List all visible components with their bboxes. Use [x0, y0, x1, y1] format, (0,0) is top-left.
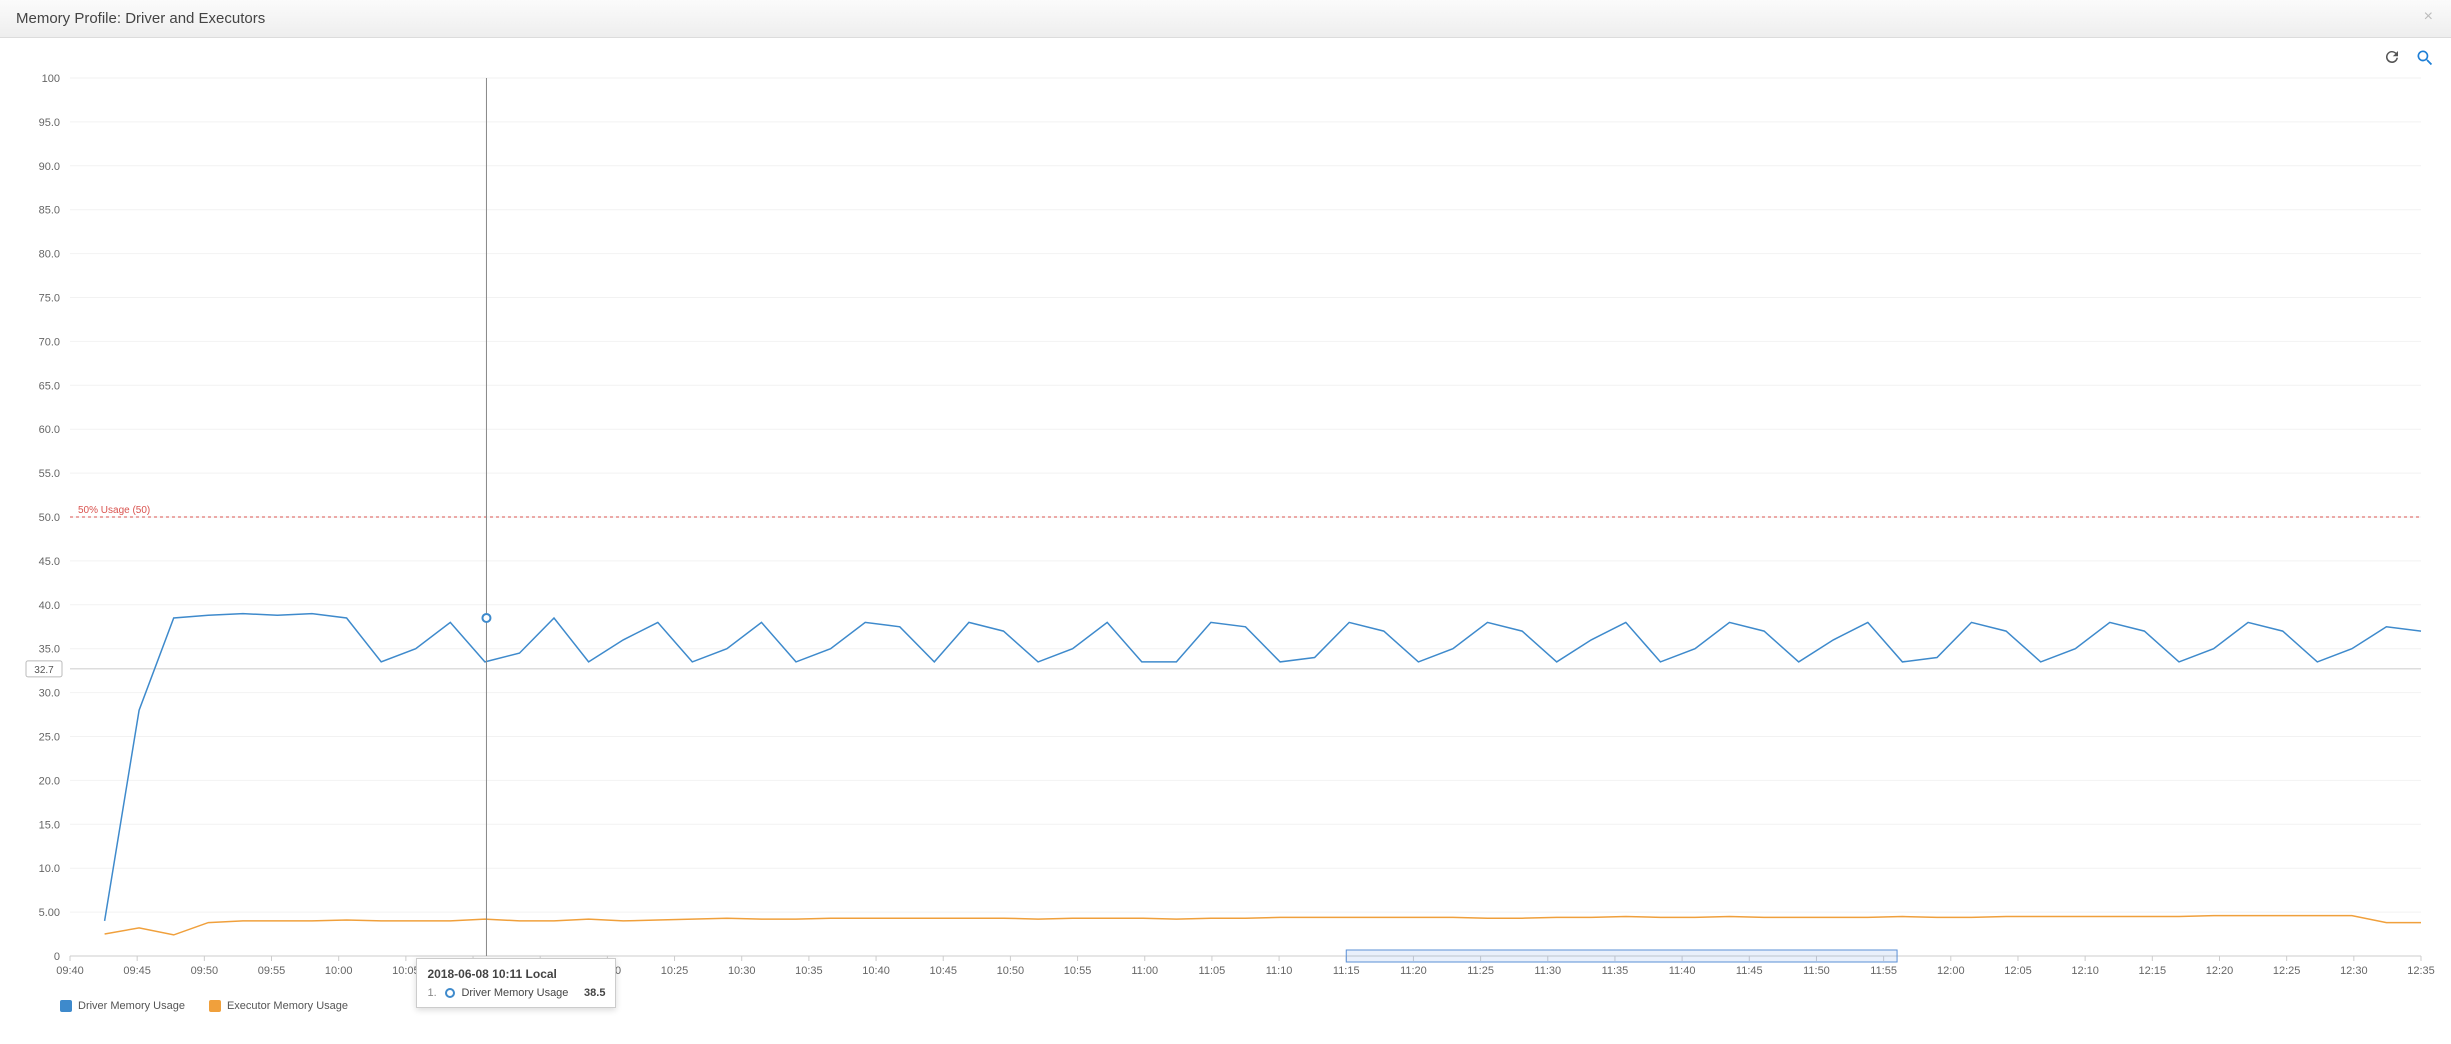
svg-text:11:35: 11:35 [1602, 965, 1629, 977]
svg-text:11:05: 11:05 [1199, 965, 1226, 977]
legend-label: Executor Memory Usage [227, 1000, 348, 1012]
tooltip-index: 1. [427, 987, 439, 999]
svg-text:11:45: 11:45 [1736, 965, 1763, 977]
svg-text:15.0: 15.0 [39, 819, 60, 831]
svg-text:10:25: 10:25 [661, 965, 689, 977]
legend-item[interactable]: Executor Memory Usage [209, 1000, 348, 1012]
svg-text:09:50: 09:50 [191, 965, 219, 977]
svg-text:10:35: 10:35 [795, 965, 823, 977]
svg-text:40.0: 40.0 [39, 600, 60, 612]
svg-text:100: 100 [42, 73, 60, 85]
svg-text:12:25: 12:25 [2273, 965, 2301, 977]
svg-text:12:35: 12:35 [2407, 965, 2435, 977]
svg-text:11:30: 11:30 [1534, 965, 1561, 977]
svg-text:45.0: 45.0 [39, 556, 60, 568]
svg-text:50.0: 50.0 [39, 512, 60, 524]
svg-text:11:00: 11:00 [1131, 965, 1158, 977]
svg-text:90.0: 90.0 [39, 161, 60, 173]
tooltip-value: 38.5 [584, 987, 605, 999]
legend-label: Driver Memory Usage [78, 1000, 185, 1012]
svg-text:75.0: 75.0 [39, 293, 60, 305]
tooltip-swatch [445, 988, 455, 998]
chart-container: 0 5.00 10.0 15.0 20.0 25.0 30.0 35.0 40.0 45.0 50.… [0, 38, 2451, 996]
svg-text:85.0: 85.0 [39, 205, 60, 217]
zoom-icon[interactable] [2415, 48, 2433, 66]
svg-text:65.0: 65.0 [39, 380, 60, 392]
svg-text:10:40: 10:40 [862, 965, 890, 977]
panel-title: Memory Profile: Driver and Executors [16, 10, 265, 27]
panel-header: Memory Profile: Driver and Executors × [0, 0, 2451, 38]
svg-text:12:20: 12:20 [2206, 965, 2234, 977]
svg-text:10:55: 10:55 [1064, 965, 1092, 977]
svg-text:10:50: 10:50 [997, 965, 1025, 977]
svg-text:25.0: 25.0 [39, 732, 60, 744]
close-icon[interactable]: × [2424, 8, 2433, 26]
svg-text:11:15: 11:15 [1333, 965, 1360, 977]
svg-text:09:55: 09:55 [258, 965, 286, 977]
tooltip-series-label: Driver Memory Usage [461, 987, 568, 999]
svg-text:10.0: 10.0 [39, 863, 60, 875]
svg-text:20.0: 20.0 [39, 775, 60, 787]
svg-text:12:00: 12:00 [1937, 965, 1965, 977]
svg-text:5.00: 5.00 [39, 907, 60, 919]
chart-toolbar [2383, 48, 2433, 66]
svg-text:12:05: 12:05 [2004, 965, 2032, 977]
tooltip-title: 2018-06-08 10:11 Local [427, 967, 605, 981]
legend-swatch [209, 1000, 221, 1012]
svg-text:11:50: 11:50 [1803, 965, 1830, 977]
svg-text:12:30: 12:30 [2340, 965, 2368, 977]
svg-text:30.0: 30.0 [39, 688, 60, 700]
svg-text:12:10: 12:10 [2071, 965, 2099, 977]
svg-text:60.0: 60.0 [39, 424, 60, 436]
svg-text:12:15: 12:15 [2139, 965, 2167, 977]
svg-text:11:20: 11:20 [1400, 965, 1427, 977]
legend-swatch [60, 1000, 72, 1012]
svg-text:55.0: 55.0 [39, 468, 60, 480]
svg-text:10:30: 10:30 [728, 965, 756, 977]
legend-item[interactable]: Driver Memory Usage [60, 1000, 185, 1012]
svg-text:10:45: 10:45 [929, 965, 957, 977]
chart-tooltip: 2018-06-08 10:11 Local 1. Driver Memory U… [416, 958, 616, 1008]
svg-text:11:55: 11:55 [1870, 965, 1897, 977]
svg-text:11:25: 11:25 [1467, 965, 1494, 977]
svg-text:32.7: 32.7 [34, 665, 54, 676]
chart-legend: Driver Memory Usage Executor Memory Usage [0, 996, 2451, 1012]
tooltip-row: 1. Driver Memory Usage 38.5 [427, 987, 605, 999]
svg-text:80.0: 80.0 [39, 249, 60, 261]
svg-text:0: 0 [54, 951, 60, 963]
svg-text:50% Usage (50): 50% Usage (50) [78, 505, 150, 516]
memory-profile-chart[interactable]: 0 5.00 10.0 15.0 20.0 25.0 30.0 35.0 40.0 45.0 50.… [10, 66, 2441, 986]
svg-text:95.0: 95.0 [39, 117, 60, 129]
svg-text:70.0: 70.0 [39, 336, 60, 348]
refresh-icon[interactable] [2383, 48, 2401, 66]
svg-text:10:00: 10:00 [325, 965, 353, 977]
svg-text:35.0: 35.0 [39, 644, 60, 656]
svg-text:11:40: 11:40 [1669, 965, 1696, 977]
svg-text:09:45: 09:45 [123, 965, 151, 977]
svg-text:11:10: 11:10 [1266, 965, 1293, 977]
svg-text:09:40: 09:40 [56, 965, 84, 977]
